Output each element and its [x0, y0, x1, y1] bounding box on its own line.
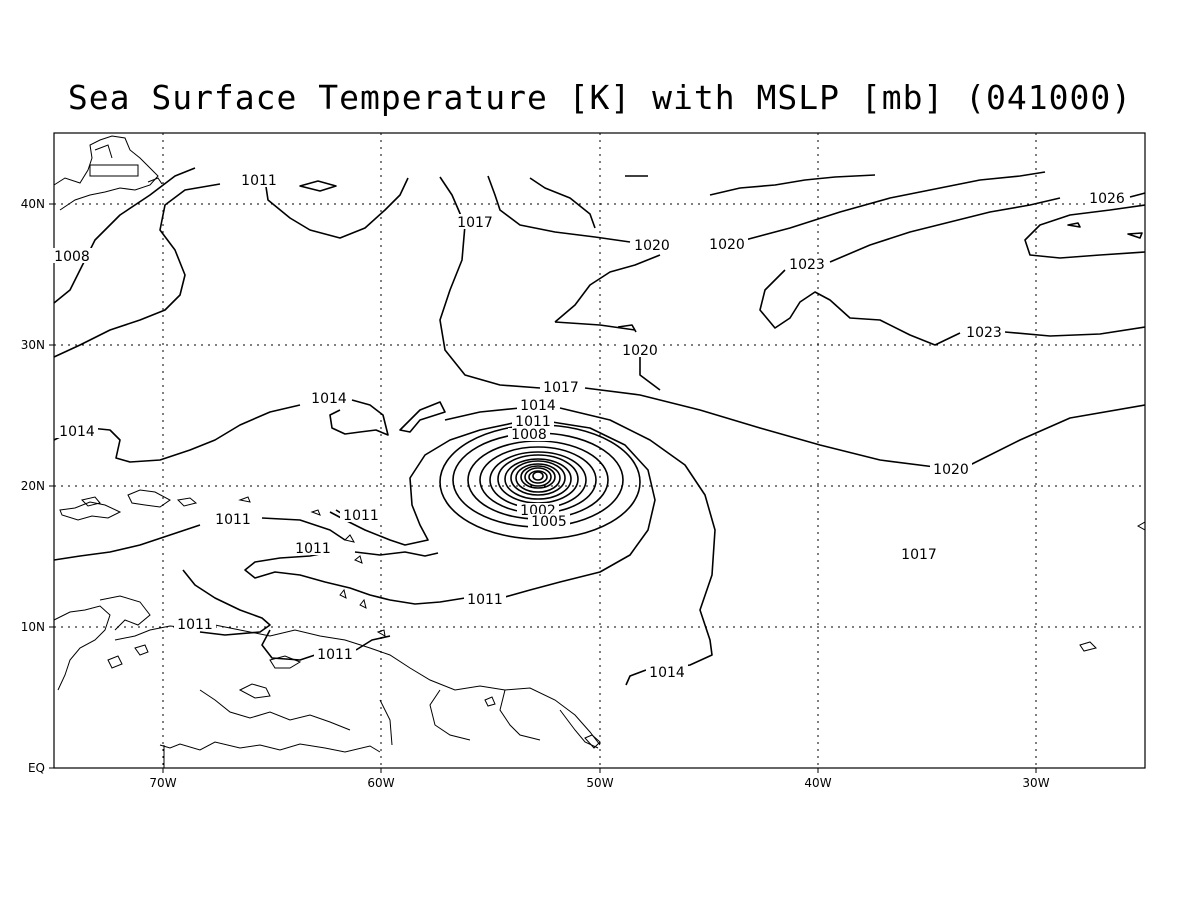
y-tick-label: 40N: [21, 197, 45, 211]
south-america-coast: [114, 623, 601, 746]
tick-marks: [49, 203, 1037, 773]
contour-label: 1005: [531, 514, 567, 530]
contour-label: 1014: [520, 398, 556, 414]
isobars: [53, 167, 1146, 686]
map-title: Sea Surface Temperature [K] with MSLP [m…: [67, 78, 1133, 117]
y-tick-label: 10N: [21, 620, 45, 634]
y-tick-label: EQ: [28, 761, 45, 775]
y-tick-label: 20N: [21, 479, 45, 493]
contour-labels: 1011 1008 1017 1020 1020 1026 1023 1020 …: [52, 172, 1128, 681]
x-tick-label: 40W: [804, 776, 831, 790]
graticule: [54, 133, 1145, 768]
contour-label: 1020: [622, 343, 658, 359]
contour-label: 1011: [177, 617, 213, 633]
contour-label: 1011: [295, 541, 331, 557]
contour-label: 1023: [789, 257, 825, 273]
central-america-coast: [53, 605, 111, 691]
contour-label: 1011: [317, 647, 353, 663]
contour-label: 1020: [709, 237, 745, 253]
contour-label: 1014: [649, 665, 685, 681]
contour-label: 1008: [511, 427, 547, 443]
contour-label: 1011: [515, 414, 551, 430]
contour-label: 1011: [467, 592, 503, 608]
coastlines: [53, 135, 1146, 768]
cuba-coast: [59, 501, 122, 521]
contour-label: 1008: [54, 249, 90, 265]
contour-label: 1017: [543, 380, 579, 396]
contour-label: 1011: [215, 512, 251, 528]
contour-label: 1011: [343, 508, 379, 524]
contour-label: 1017: [901, 547, 937, 563]
contour-label: 1026: [1089, 191, 1125, 207]
hispaniola-coast: [127, 489, 171, 508]
contour-label: 1011: [241, 173, 277, 189]
x-tick-label: 30W: [1022, 776, 1049, 790]
contour-label: 1020: [933, 462, 969, 478]
north-america-coast: [53, 135, 159, 211]
x-tick-label: 60W: [367, 776, 394, 790]
x-tick-label: 50W: [586, 776, 613, 790]
contour-label: 1020: [634, 238, 670, 254]
contour-label: 1014: [59, 424, 95, 440]
contour-label: 1014: [311, 391, 347, 407]
contour-label: 1023: [966, 325, 1002, 341]
contour-label: 1017: [457, 215, 493, 231]
x-tick-label: 70W: [149, 776, 176, 790]
y-tick-label: 30N: [21, 338, 45, 352]
